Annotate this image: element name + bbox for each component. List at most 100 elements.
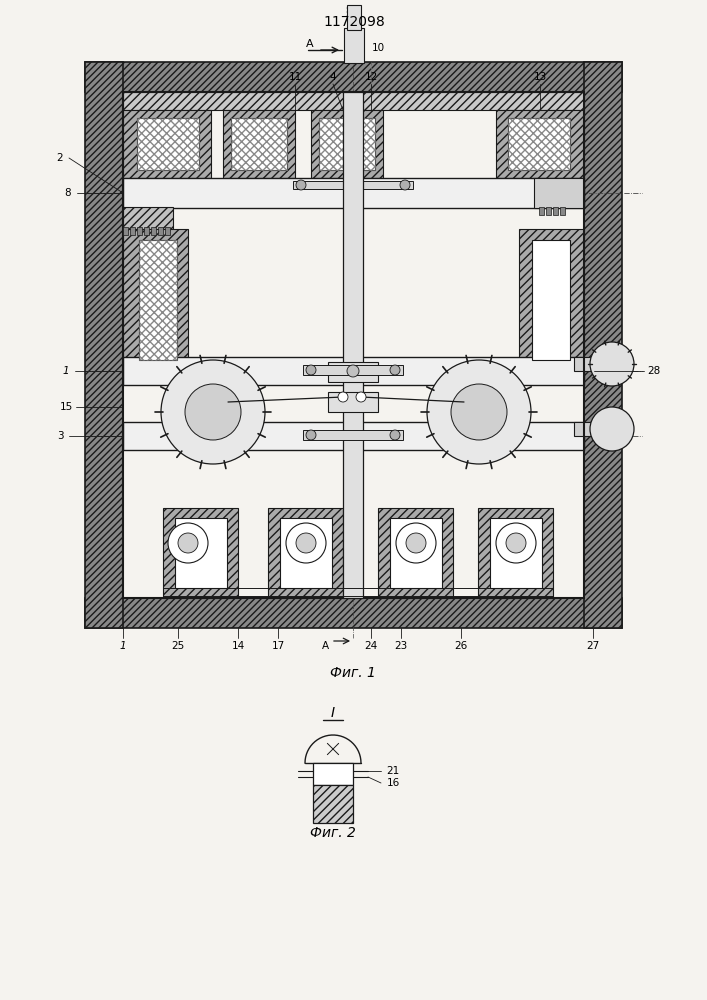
- Bar: [584, 62, 622, 628]
- Bar: [123, 207, 173, 229]
- Bar: [85, 62, 123, 628]
- Bar: [496, 110, 584, 178]
- Text: 12: 12: [364, 72, 378, 82]
- Bar: [151, 227, 156, 235]
- Bar: [313, 785, 353, 823]
- Circle shape: [590, 342, 634, 386]
- Bar: [574, 357, 624, 371]
- Bar: [231, 118, 287, 170]
- Bar: [490, 518, 542, 588]
- Bar: [123, 229, 188, 369]
- Circle shape: [496, 523, 536, 563]
- Bar: [539, 207, 544, 215]
- Text: 16: 16: [386, 778, 399, 788]
- Bar: [344, 28, 364, 63]
- Text: 14: 14: [231, 641, 245, 651]
- Circle shape: [356, 392, 366, 402]
- Bar: [165, 227, 170, 235]
- Bar: [163, 508, 238, 598]
- Bar: [139, 240, 177, 360]
- Circle shape: [296, 180, 306, 190]
- Bar: [231, 118, 287, 170]
- Bar: [574, 422, 624, 436]
- Bar: [328, 392, 378, 412]
- Bar: [123, 422, 584, 450]
- Circle shape: [390, 430, 400, 440]
- Text: 10: 10: [371, 43, 385, 53]
- Circle shape: [306, 430, 316, 440]
- Bar: [390, 518, 442, 588]
- Bar: [223, 110, 295, 178]
- Bar: [519, 229, 584, 369]
- Bar: [343, 92, 363, 598]
- Bar: [313, 763, 353, 785]
- Bar: [175, 518, 227, 588]
- Circle shape: [406, 533, 426, 553]
- Bar: [85, 598, 622, 628]
- Circle shape: [590, 407, 634, 451]
- Text: Фиг. 2: Фиг. 2: [310, 826, 356, 840]
- Bar: [139, 240, 177, 360]
- Text: 24: 24: [364, 641, 378, 651]
- Text: A: A: [306, 39, 314, 49]
- Circle shape: [185, 384, 241, 440]
- Bar: [158, 227, 163, 235]
- Circle shape: [347, 365, 359, 377]
- Bar: [280, 518, 332, 588]
- Circle shape: [427, 360, 531, 464]
- Text: 28: 28: [648, 366, 660, 376]
- Text: 23: 23: [395, 641, 408, 651]
- Bar: [303, 430, 403, 440]
- Bar: [347, 5, 361, 30]
- Bar: [123, 92, 584, 598]
- Text: 11: 11: [288, 72, 302, 82]
- Bar: [144, 227, 149, 235]
- Text: 21: 21: [386, 766, 399, 776]
- Circle shape: [306, 365, 316, 375]
- Text: A: A: [322, 641, 329, 651]
- Circle shape: [338, 392, 348, 402]
- Bar: [123, 357, 584, 385]
- Circle shape: [296, 533, 316, 553]
- Bar: [478, 508, 553, 598]
- Bar: [532, 240, 570, 360]
- Circle shape: [451, 384, 507, 440]
- Bar: [546, 207, 551, 215]
- Bar: [553, 207, 558, 215]
- Circle shape: [396, 523, 436, 563]
- Text: Фиг. 1: Фиг. 1: [330, 666, 376, 680]
- Text: 1: 1: [119, 641, 127, 651]
- Text: 26: 26: [455, 641, 467, 651]
- Bar: [137, 118, 199, 170]
- Circle shape: [168, 523, 208, 563]
- Bar: [137, 227, 142, 235]
- Circle shape: [506, 533, 526, 553]
- Text: 1172098: 1172098: [323, 15, 385, 29]
- Bar: [311, 110, 383, 178]
- Bar: [319, 118, 375, 170]
- Text: 17: 17: [271, 641, 285, 651]
- Bar: [534, 178, 584, 208]
- Text: 3: 3: [57, 431, 64, 441]
- Bar: [123, 227, 128, 235]
- Bar: [303, 365, 403, 375]
- Circle shape: [161, 360, 265, 464]
- Text: 8: 8: [64, 188, 71, 198]
- Bar: [85, 62, 622, 92]
- Bar: [560, 207, 565, 215]
- Circle shape: [178, 533, 198, 553]
- Bar: [508, 118, 570, 170]
- Circle shape: [390, 365, 400, 375]
- Bar: [328, 362, 378, 382]
- Bar: [137, 118, 199, 170]
- Bar: [378, 508, 453, 598]
- Bar: [268, 508, 343, 598]
- Text: 1: 1: [63, 366, 69, 376]
- Bar: [130, 227, 135, 235]
- Text: I: I: [331, 706, 335, 720]
- Text: 4: 4: [329, 72, 337, 82]
- Bar: [123, 178, 584, 208]
- Text: 27: 27: [586, 641, 600, 651]
- Text: 15: 15: [59, 402, 73, 412]
- Circle shape: [286, 523, 326, 563]
